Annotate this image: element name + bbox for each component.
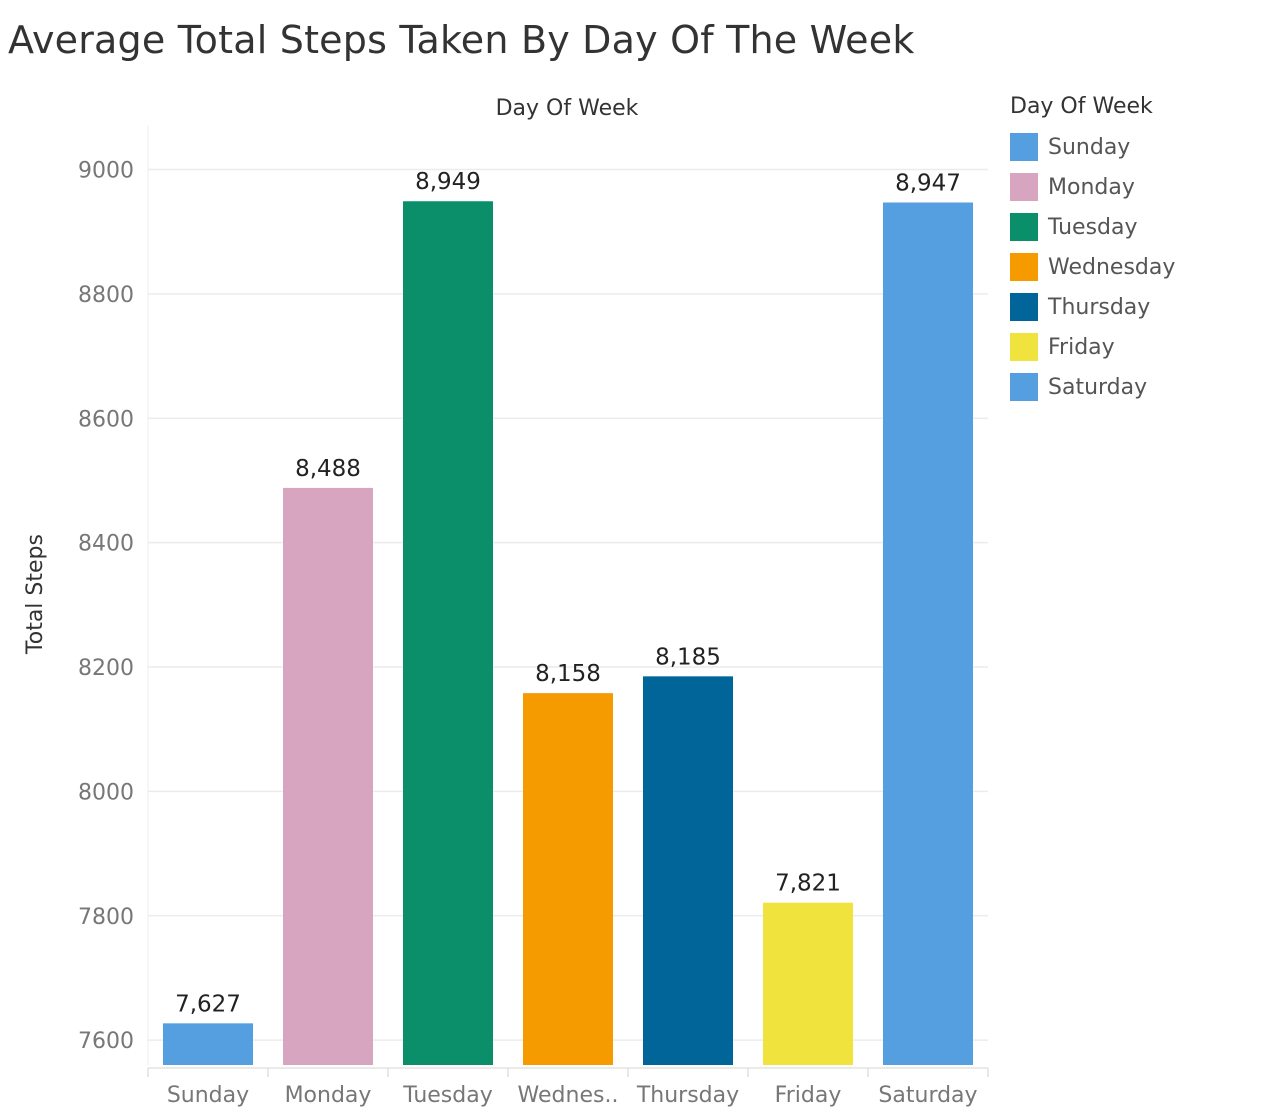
data-label-saturday: 8,947	[895, 170, 961, 196]
legend-label: Tuesday	[1048, 214, 1138, 240]
legend-label: Sunday	[1048, 134, 1131, 160]
legend-item-saturday[interactable]: Saturday	[1010, 367, 1175, 407]
legend-swatch	[1010, 373, 1038, 401]
legend: Day Of Week Sunday Monday Tuesday Wednesday…	[1010, 94, 1175, 407]
legend-swatch	[1010, 293, 1038, 321]
legend-label: Monday	[1048, 174, 1135, 200]
bar-tuesday	[403, 201, 493, 1065]
x-tick-label-sunday: Sunday	[167, 1083, 249, 1108]
y-tick-label: 8000	[78, 780, 134, 805]
data-label-tuesday: 8,949	[415, 169, 481, 195]
legend-swatch	[1010, 333, 1038, 361]
legend-item-tuesday[interactable]: Tuesday	[1010, 207, 1175, 247]
legend-item-friday[interactable]: Friday	[1010, 327, 1175, 367]
data-labels: 7,627 8,488 8,949 8,158 8,185 7,821 8,947	[175, 169, 961, 1017]
y-tick-label: 8200	[78, 656, 134, 681]
bar-sunday	[163, 1023, 253, 1065]
bars	[163, 201, 973, 1066]
legend-items: Sunday Monday Tuesday Wednesday Thursday Frid…	[1010, 127, 1175, 407]
bar-friday	[763, 902, 853, 1065]
legend-label: Wednesday	[1048, 254, 1176, 280]
y-tick-label: 8600	[78, 407, 134, 432]
data-label-sunday: 7,627	[175, 991, 241, 1017]
x-tick-label-wednesday: Wednes..	[518, 1083, 619, 1108]
data-label-monday: 8,488	[295, 456, 361, 482]
x-tick-label-friday: Friday	[775, 1083, 842, 1108]
y-tick-label: 8400	[78, 532, 134, 557]
bar-wednesday	[523, 693, 613, 1065]
legend-item-wednesday[interactable]: Wednesday	[1010, 247, 1175, 287]
bar-thursday	[643, 676, 733, 1065]
y-tick-label: 9000	[78, 159, 134, 184]
chart-title: Average Total Steps Taken By Day Of The …	[8, 18, 915, 62]
y-axis-ticks: 7600 7800 8000 8200 8400 8600 8800 9000	[78, 159, 134, 1055]
y-tick-label: 7800	[78, 905, 134, 930]
bar-chart: 7600 7800 8000 8200 8400 8600 8800 9000 7,627 8,…	[23, 96, 989, 1108]
legend-label: Friday	[1048, 334, 1115, 360]
x-tick-label-tuesday: Tuesday	[402, 1083, 493, 1108]
y-tick-label: 7600	[78, 1029, 134, 1054]
bar-saturday	[883, 202, 973, 1065]
bar-monday	[283, 487, 373, 1066]
x-axis-ticks: Sunday Monday Tuesday Wednes.. Thursday Frida…	[147, 1067, 989, 1108]
data-label-thursday: 8,185	[655, 644, 721, 670]
data-label-friday: 7,821	[775, 871, 841, 897]
x-tick-label-thursday: Thursday	[636, 1083, 739, 1108]
legend-label: Saturday	[1048, 374, 1148, 400]
legend-item-sunday[interactable]: Sunday	[1010, 127, 1175, 167]
top-axis-label: Day Of Week	[496, 96, 639, 121]
x-tick-label-monday: Monday	[285, 1083, 372, 1108]
y-tick-label: 8800	[78, 283, 134, 308]
legend-swatch	[1010, 213, 1038, 241]
legend-swatch	[1010, 253, 1038, 281]
legend-title: Day Of Week	[1010, 94, 1153, 119]
y-axis-label: Total Steps	[23, 534, 48, 655]
legend-item-monday[interactable]: Monday	[1010, 167, 1175, 207]
legend-swatch	[1010, 133, 1038, 161]
data-label-wednesday: 8,158	[535, 661, 601, 687]
legend-label: Thursday	[1048, 294, 1151, 320]
legend-item-thursday[interactable]: Thursday	[1010, 287, 1175, 327]
x-tick-label-saturday: Saturday	[878, 1083, 977, 1108]
legend-swatch	[1010, 173, 1038, 201]
